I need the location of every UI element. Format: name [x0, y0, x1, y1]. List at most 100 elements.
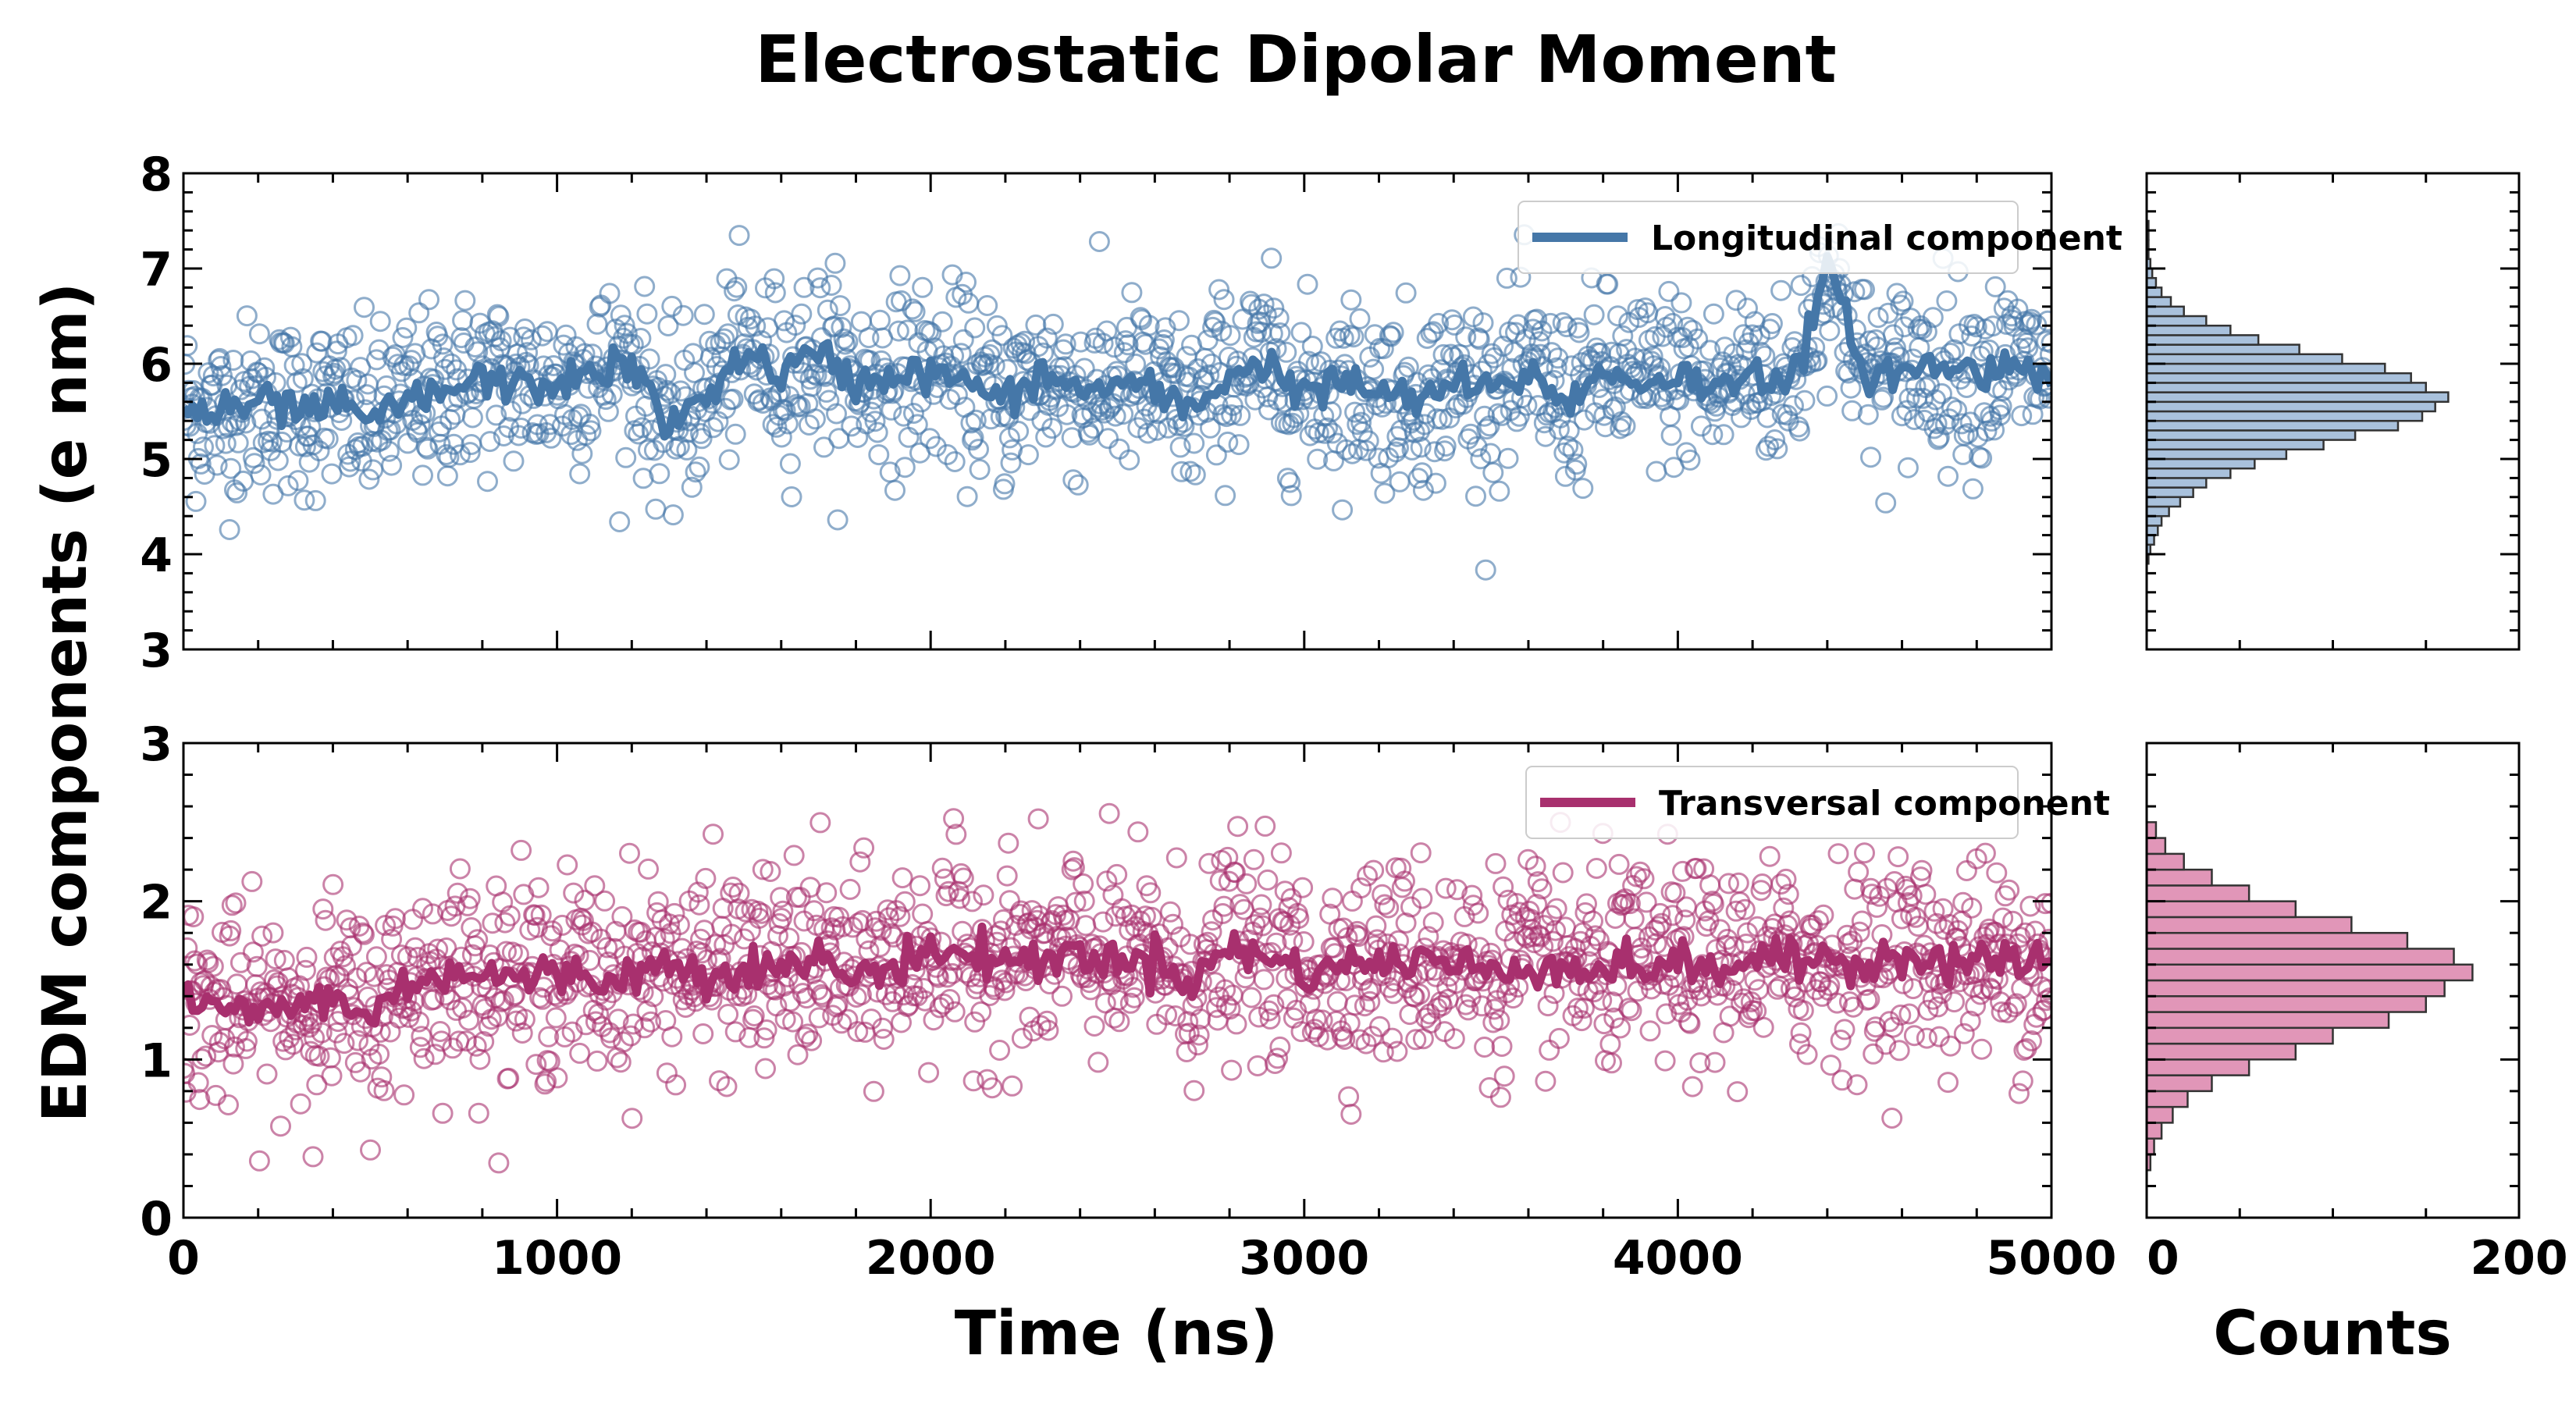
scatter-point [660, 382, 681, 404]
scatter-point [413, 1048, 435, 1069]
scatter-point [1405, 1029, 1427, 1051]
scatter-point [563, 882, 585, 904]
scatter-point [1340, 1104, 1362, 1125]
scatter-point [1183, 1080, 1205, 1101]
scatter-point [1162, 913, 1183, 935]
scatter-point [1612, 325, 1634, 347]
scatter-point [894, 891, 916, 912]
scatter-point [2007, 298, 2029, 320]
scatter-point [888, 320, 909, 342]
scatter-point [1137, 422, 1159, 444]
scatter-point [208, 347, 230, 369]
scatter-point [827, 509, 849, 531]
scatter-point [870, 919, 892, 941]
scatter-point [1073, 873, 1094, 895]
scatter-point [1380, 325, 1402, 347]
scatter-point [461, 944, 483, 966]
scatter-point [1372, 338, 1394, 360]
scatter-point [791, 303, 813, 325]
scatter-point [1502, 987, 1524, 1009]
scatter-point [189, 1089, 211, 1111]
histogram-bar [2145, 821, 2158, 839]
scatter-point [459, 887, 481, 909]
scatter-point [1633, 868, 1655, 890]
scatter-point [542, 920, 563, 942]
histogram-bar [2145, 467, 2232, 479]
scatter-point [816, 882, 838, 904]
scatter-point [262, 922, 284, 944]
scatter-point [1435, 436, 1457, 457]
scatter-point [1394, 870, 1415, 892]
scatter-point [1539, 312, 1561, 334]
scatter-point [903, 403, 924, 424]
scatter-point [1215, 994, 1237, 1016]
scatter-point [1593, 1013, 1615, 1035]
scatter-point [220, 457, 242, 479]
histogram-bar [2145, 315, 2208, 327]
scatter-point [1171, 461, 1193, 482]
scatter-point [236, 1030, 258, 1052]
histogram-bar [2145, 948, 2455, 966]
scatter-point [820, 275, 842, 296]
scatter-point [1959, 1010, 1981, 1032]
scatter-point [1341, 443, 1363, 464]
scatter-point [1831, 1069, 1853, 1091]
scatter-point [373, 1080, 395, 1101]
scatter-point [342, 325, 364, 347]
scatter-point [943, 808, 965, 830]
scatter-point [1308, 1026, 1329, 1048]
histogram-bar [2145, 900, 2297, 919]
scatter-point [816, 381, 838, 403]
scatter-point [760, 861, 781, 882]
scatter-point [1816, 385, 1838, 407]
scatter-point [1953, 425, 1975, 446]
scatter-point [1146, 419, 1168, 441]
scatter-point [657, 315, 679, 336]
scatter-point [1679, 449, 1701, 471]
scatter-point [828, 906, 850, 928]
scatter-point [1476, 418, 1498, 440]
scatter-point [1546, 357, 1567, 379]
scatter-point [484, 325, 506, 347]
histogram-bar [2145, 334, 2260, 346]
scatter-point [1372, 884, 1393, 905]
scatter-point [226, 482, 248, 503]
scatter-point [1941, 397, 1962, 418]
scatter-point [1322, 887, 1343, 909]
scatter-point [1205, 997, 1227, 1019]
scatter-point [1808, 910, 1829, 932]
scatter-point [986, 315, 1008, 336]
scatter-point [724, 1021, 746, 1043]
scatter-point [1770, 279, 1792, 301]
scatter-point [190, 453, 212, 475]
scatter-point [539, 414, 560, 436]
scatter-point [431, 1030, 452, 1052]
scatter-point [772, 900, 794, 922]
histogram-bar [2145, 429, 2357, 441]
scatter-point [2005, 993, 2027, 1015]
scatter-point [418, 289, 439, 311]
scatter-point [195, 1045, 217, 1067]
scatter-point [1169, 436, 1191, 458]
scatter-point [1601, 341, 1622, 363]
scatter-point [225, 892, 247, 914]
scatter-point [747, 900, 769, 922]
scatter-point [1867, 307, 1889, 329]
scatter-point [1493, 876, 1514, 898]
scatter-point [321, 1065, 343, 1087]
scatter-point [826, 403, 847, 425]
scatter-point [781, 486, 802, 507]
y-tick-label: 1 [140, 1033, 173, 1088]
scatter-point [1165, 1005, 1187, 1026]
scatter-point [1279, 471, 1301, 493]
scatter-point [511, 839, 532, 861]
scatter-point [1984, 276, 2006, 297]
scatter-point [1466, 436, 1488, 457]
scatter-point [440, 905, 462, 927]
scatter-point [1088, 231, 1110, 252]
scatter-point [1635, 891, 1657, 913]
scatter-point [1552, 312, 1574, 333]
longitudinal-panel: 3 4 5 6 7 8 Longitudinal component [140, 148, 2122, 678]
scatter-point [412, 898, 433, 919]
scatter-point [782, 1011, 804, 1033]
